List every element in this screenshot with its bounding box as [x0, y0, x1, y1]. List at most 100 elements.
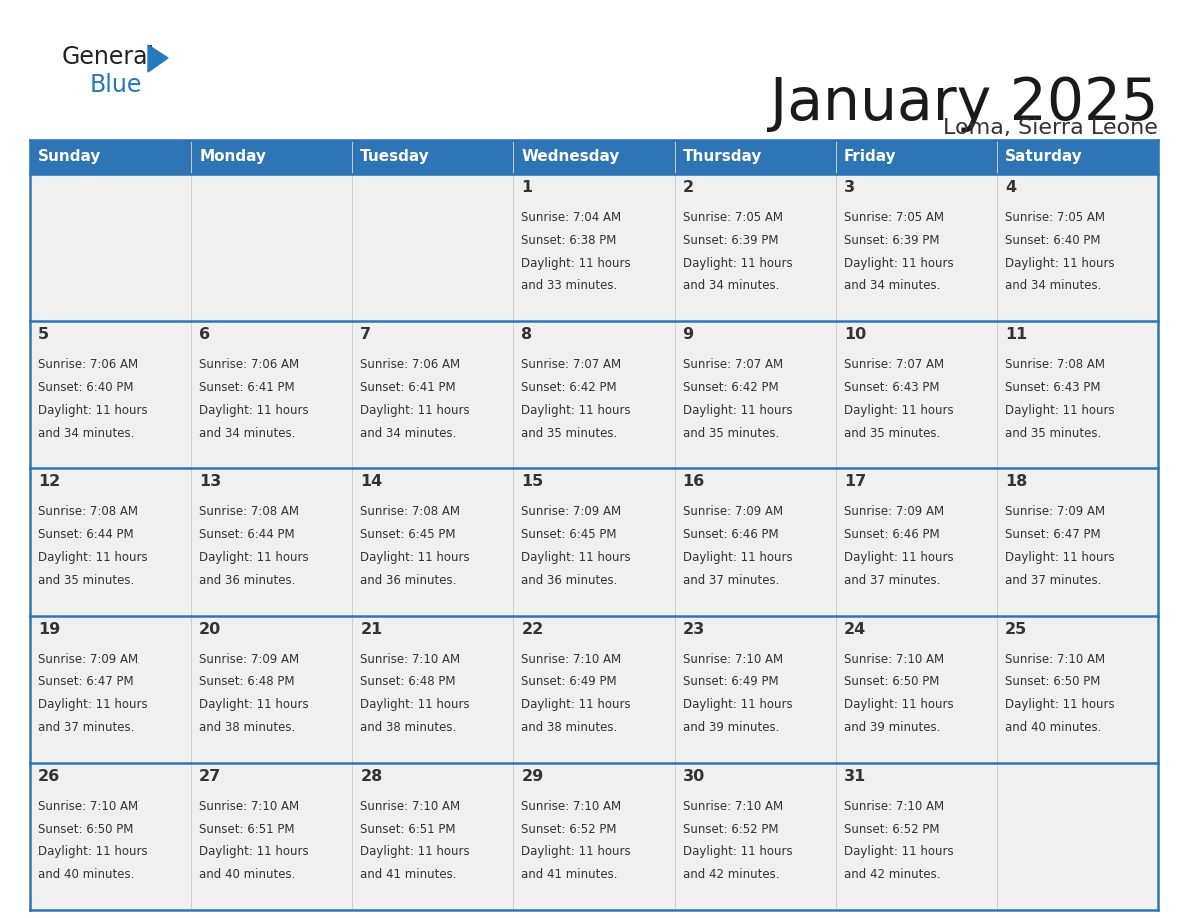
Text: Sunset: 6:39 PM: Sunset: 6:39 PM	[843, 234, 940, 247]
Text: and 36 minutes.: and 36 minutes.	[200, 574, 296, 587]
Bar	[353, 616, 513, 763]
Text: Sunrise: 7:10 AM: Sunrise: 7:10 AM	[522, 800, 621, 812]
Text: Sunset: 6:42 PM: Sunset: 6:42 PM	[522, 381, 617, 394]
Bar	[353, 468, 513, 616]
Text: Sunrise: 7:09 AM: Sunrise: 7:09 AM	[683, 505, 783, 519]
Text: Daylight: 11 hours: Daylight: 11 hours	[843, 404, 953, 417]
Text: Sunset: 6:50 PM: Sunset: 6:50 PM	[38, 823, 133, 835]
Text: Sunset: 6:52 PM: Sunset: 6:52 PM	[843, 823, 940, 835]
Text: and 37 minutes.: and 37 minutes.	[1005, 574, 1101, 587]
Text: Daylight: 11 hours: Daylight: 11 hours	[360, 699, 470, 711]
Text: Sunrise: 7:09 AM: Sunrise: 7:09 AM	[1005, 505, 1105, 519]
Text: Blue: Blue	[90, 73, 143, 97]
Text: 4: 4	[1005, 180, 1016, 195]
Text: Sunset: 6:48 PM: Sunset: 6:48 PM	[360, 676, 456, 688]
Bar	[997, 616, 1158, 763]
Text: Daylight: 11 hours: Daylight: 11 hours	[843, 699, 953, 711]
Text: and 40 minutes.: and 40 minutes.	[200, 868, 296, 881]
Text: Sunset: 6:49 PM: Sunset: 6:49 PM	[522, 676, 617, 688]
Text: and 34 minutes.: and 34 minutes.	[38, 427, 134, 440]
Text: Saturday: Saturday	[1005, 150, 1082, 164]
Text: 1: 1	[522, 180, 532, 195]
Bar	[835, 174, 997, 321]
Text: Sunrise: 7:10 AM: Sunrise: 7:10 AM	[360, 800, 461, 812]
Text: Sunset: 6:48 PM: Sunset: 6:48 PM	[200, 676, 295, 688]
Text: and 38 minutes.: and 38 minutes.	[522, 721, 618, 734]
Text: Sunset: 6:47 PM: Sunset: 6:47 PM	[38, 676, 133, 688]
Text: Friday: Friday	[843, 150, 896, 164]
Text: Daylight: 11 hours: Daylight: 11 hours	[38, 404, 147, 417]
Bar	[353, 321, 513, 468]
Text: Daylight: 11 hours: Daylight: 11 hours	[1005, 551, 1114, 564]
Text: and 37 minutes.: and 37 minutes.	[843, 574, 940, 587]
Text: and 39 minutes.: and 39 minutes.	[843, 721, 940, 734]
Text: Daylight: 11 hours: Daylight: 11 hours	[522, 551, 631, 564]
Bar	[675, 140, 835, 174]
Bar	[30, 321, 191, 468]
Text: and 34 minutes.: and 34 minutes.	[200, 427, 296, 440]
Text: Sunrise: 7:10 AM: Sunrise: 7:10 AM	[683, 800, 783, 812]
Text: Sunrise: 7:10 AM: Sunrise: 7:10 AM	[200, 800, 299, 812]
Text: 19: 19	[38, 621, 61, 636]
Text: 9: 9	[683, 327, 694, 342]
Bar	[30, 468, 191, 616]
Text: Sunset: 6:46 PM: Sunset: 6:46 PM	[843, 528, 940, 541]
Text: Sunrise: 7:04 AM: Sunrise: 7:04 AM	[522, 211, 621, 224]
Text: Sunrise: 7:05 AM: Sunrise: 7:05 AM	[683, 211, 783, 224]
Text: Sunrise: 7:10 AM: Sunrise: 7:10 AM	[38, 800, 138, 812]
Text: 7: 7	[360, 327, 372, 342]
Text: and 41 minutes.: and 41 minutes.	[360, 868, 456, 881]
Text: and 38 minutes.: and 38 minutes.	[200, 721, 296, 734]
Text: Sunset: 6:41 PM: Sunset: 6:41 PM	[200, 381, 295, 394]
Text: Daylight: 11 hours: Daylight: 11 hours	[38, 699, 147, 711]
Text: 17: 17	[843, 475, 866, 489]
Text: and 35 minutes.: and 35 minutes.	[843, 427, 940, 440]
Bar	[30, 174, 191, 321]
Text: and 42 minutes.: and 42 minutes.	[843, 868, 940, 881]
Text: Daylight: 11 hours: Daylight: 11 hours	[360, 404, 470, 417]
Text: Sunset: 6:47 PM: Sunset: 6:47 PM	[1005, 528, 1100, 541]
Text: Sunday: Sunday	[38, 150, 101, 164]
Text: Sunrise: 7:09 AM: Sunrise: 7:09 AM	[522, 505, 621, 519]
Bar	[191, 763, 353, 910]
Text: Thursday: Thursday	[683, 150, 762, 164]
Text: Daylight: 11 hours: Daylight: 11 hours	[843, 256, 953, 270]
Text: Daylight: 11 hours: Daylight: 11 hours	[200, 845, 309, 858]
Text: 8: 8	[522, 327, 532, 342]
Text: Sunset: 6:42 PM: Sunset: 6:42 PM	[683, 381, 778, 394]
Text: and 34 minutes.: and 34 minutes.	[843, 279, 940, 292]
Text: Sunset: 6:49 PM: Sunset: 6:49 PM	[683, 676, 778, 688]
Bar	[675, 174, 835, 321]
Text: Loma, Sierra Leone: Loma, Sierra Leone	[943, 118, 1158, 138]
Bar	[835, 140, 997, 174]
Bar	[353, 174, 513, 321]
Text: and 40 minutes.: and 40 minutes.	[38, 868, 134, 881]
Bar	[675, 763, 835, 910]
Text: Daylight: 11 hours: Daylight: 11 hours	[38, 551, 147, 564]
Text: Sunrise: 7:09 AM: Sunrise: 7:09 AM	[200, 653, 299, 666]
Text: and 33 minutes.: and 33 minutes.	[522, 279, 618, 292]
Bar	[30, 140, 191, 174]
Text: Sunrise: 7:06 AM: Sunrise: 7:06 AM	[38, 358, 138, 371]
Bar	[513, 763, 675, 910]
Text: and 36 minutes.: and 36 minutes.	[522, 574, 618, 587]
Text: Sunrise: 7:05 AM: Sunrise: 7:05 AM	[843, 211, 943, 224]
Text: Sunrise: 7:07 AM: Sunrise: 7:07 AM	[522, 358, 621, 371]
Bar	[513, 468, 675, 616]
Text: and 37 minutes.: and 37 minutes.	[38, 721, 134, 734]
Text: Sunset: 6:43 PM: Sunset: 6:43 PM	[843, 381, 940, 394]
Text: Daylight: 11 hours: Daylight: 11 hours	[683, 256, 792, 270]
Text: 2: 2	[683, 180, 694, 195]
Text: Sunset: 6:51 PM: Sunset: 6:51 PM	[360, 823, 456, 835]
Text: Sunset: 6:41 PM: Sunset: 6:41 PM	[360, 381, 456, 394]
Text: Sunset: 6:39 PM: Sunset: 6:39 PM	[683, 234, 778, 247]
Bar	[513, 140, 675, 174]
Text: Daylight: 11 hours: Daylight: 11 hours	[200, 699, 309, 711]
Bar	[191, 140, 353, 174]
Bar	[353, 140, 513, 174]
Text: Sunrise: 7:06 AM: Sunrise: 7:06 AM	[360, 358, 461, 371]
Text: Daylight: 11 hours: Daylight: 11 hours	[200, 551, 309, 564]
Bar	[191, 468, 353, 616]
Text: 12: 12	[38, 475, 61, 489]
Text: Wednesday: Wednesday	[522, 150, 620, 164]
